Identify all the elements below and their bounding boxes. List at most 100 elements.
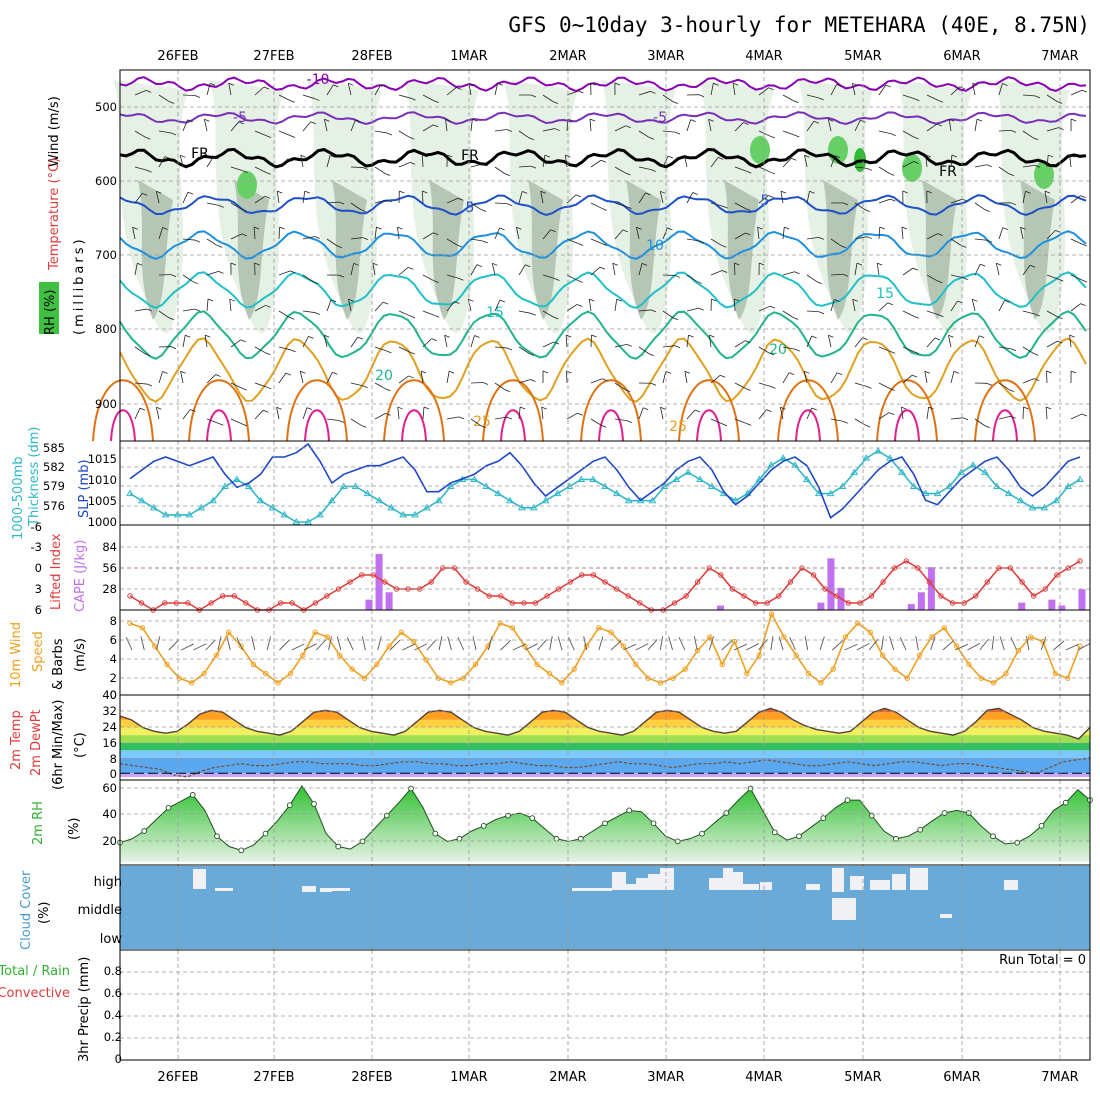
wind-barb-tick xyxy=(218,422,224,426)
wind-barb xyxy=(326,155,331,168)
wind-barb xyxy=(590,159,602,168)
wind-barb xyxy=(926,94,938,101)
wind-barb-tick xyxy=(279,226,285,230)
wind-barb xyxy=(470,335,475,348)
wind-barb xyxy=(683,155,688,168)
wind-barb-tick xyxy=(791,157,797,161)
wind-barb xyxy=(445,119,448,132)
wind-barb xyxy=(206,156,214,168)
wind10m-axis-label-2: Speed xyxy=(31,631,46,672)
wind-barb xyxy=(470,264,478,276)
thickness-slp-layer xyxy=(126,442,1084,525)
wind-barb xyxy=(350,382,363,387)
wind-barb-tick xyxy=(506,416,513,420)
wind-barb-tick xyxy=(660,406,666,410)
wind-barb-tick xyxy=(382,301,389,305)
wind10m-barb xyxy=(693,636,698,651)
lifted-index-point xyxy=(926,579,933,585)
wind10m-barb xyxy=(266,636,272,651)
millibars-label: (millibars) xyxy=(72,236,87,335)
30-contour xyxy=(92,379,154,442)
wind-barb-tick xyxy=(816,281,823,285)
wind-barb-tick xyxy=(937,99,943,103)
wind-barb xyxy=(710,202,723,207)
wind-barb-tick xyxy=(241,233,247,237)
wind-barb-tick xyxy=(146,169,152,173)
wind-barb xyxy=(974,238,987,241)
lifted-index-point xyxy=(127,593,133,599)
wind-barb xyxy=(854,382,867,387)
wind-barb xyxy=(971,299,976,312)
cloud-gap xyxy=(709,878,723,890)
wind-barb-tick xyxy=(953,370,960,374)
wind-barb-tick xyxy=(290,270,296,274)
wind10m-barb xyxy=(991,636,995,651)
wind-barb xyxy=(542,274,555,279)
li-ytick-0: 0 xyxy=(35,561,42,575)
wind-barb-tick xyxy=(385,413,391,416)
-5-contour xyxy=(119,111,1087,126)
wind-barb xyxy=(806,310,820,313)
temp2m-axis-label-3: (6hr Min/Max) xyxy=(51,700,66,790)
wind-barb-tick xyxy=(449,370,455,374)
wind-barb-tick xyxy=(813,120,820,124)
lifted-index-point xyxy=(683,593,689,599)
wind-barb-tick xyxy=(263,409,269,413)
wind-barb xyxy=(540,191,544,204)
wind-speed-point xyxy=(349,666,355,672)
temp2m-axis-label-2: 2m DewPt xyxy=(29,709,44,776)
wind10m-barb xyxy=(954,643,969,651)
wind-barb-tick xyxy=(614,82,621,86)
wind-barb xyxy=(446,301,455,312)
wind-barb-tick xyxy=(1069,154,1075,158)
wind10m-barb xyxy=(389,639,401,651)
wind-barb-tick xyxy=(925,154,932,158)
wind-barb-tick xyxy=(625,125,631,129)
wind-barb xyxy=(854,236,867,240)
wind-barb-tick xyxy=(265,352,271,356)
wind-barb-tick xyxy=(338,274,345,278)
thickness-point xyxy=(327,496,336,504)
wind-barb xyxy=(614,229,624,240)
wind10m-barb xyxy=(868,638,879,651)
wind-barb xyxy=(494,227,500,240)
wind-barb-tick xyxy=(780,190,787,194)
cape-bar xyxy=(827,558,835,610)
temp-band xyxy=(120,735,1090,743)
wind-barb-tick xyxy=(433,280,439,283)
wind-barb-tick xyxy=(986,164,992,168)
wind-barb xyxy=(374,301,384,312)
wind-barb-tick xyxy=(986,382,993,386)
wind-barb-tick xyxy=(408,375,414,379)
wind-barb-tick xyxy=(218,205,224,208)
wind-barb-tick xyxy=(423,406,430,410)
wind-barb-tick xyxy=(312,281,319,284)
wind-barb-tick xyxy=(794,271,800,275)
wind-barb-tick xyxy=(734,298,740,302)
li-ytick-3: 3 xyxy=(35,582,42,596)
wind-barb-tick xyxy=(506,203,513,207)
wind10m-barb xyxy=(1065,643,1079,651)
wind-barb-tick xyxy=(397,226,403,230)
wind10m-barb xyxy=(999,636,1005,651)
wind-barb xyxy=(614,125,626,132)
panel-frame xyxy=(119,949,1091,1061)
wind-barb-tick xyxy=(934,337,941,341)
wind-barb-tick xyxy=(818,236,825,240)
wind-speed-point xyxy=(337,652,343,658)
wind-barb-tick xyxy=(1008,173,1015,177)
wind-barb xyxy=(806,274,818,283)
wind-barb-tick xyxy=(972,298,978,302)
wind-barb xyxy=(566,274,578,281)
wind-barb xyxy=(974,119,978,132)
wind-barb xyxy=(518,407,521,420)
wind-barb xyxy=(830,418,843,422)
wind-barb-tick xyxy=(360,209,367,213)
wind-barb xyxy=(372,263,376,276)
wind-barb-tick xyxy=(324,334,330,338)
wind-barb xyxy=(974,418,986,427)
wind-barb-tick xyxy=(180,370,186,374)
wind-barb-tick xyxy=(836,84,842,87)
wind10m-barb xyxy=(804,636,809,651)
wind-barb-tick xyxy=(734,262,740,266)
